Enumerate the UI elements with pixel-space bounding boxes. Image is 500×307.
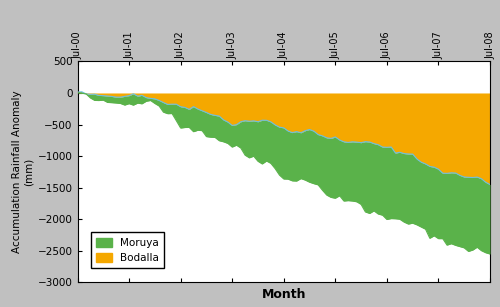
Legend: Moruya, Bodalla: Moruya, Bodalla [91, 232, 164, 268]
Y-axis label: Accumulation Rainfall Anomaly
(mm): Accumulation Rainfall Anomaly (mm) [12, 91, 34, 253]
X-axis label: Month: Month [262, 288, 306, 301]
